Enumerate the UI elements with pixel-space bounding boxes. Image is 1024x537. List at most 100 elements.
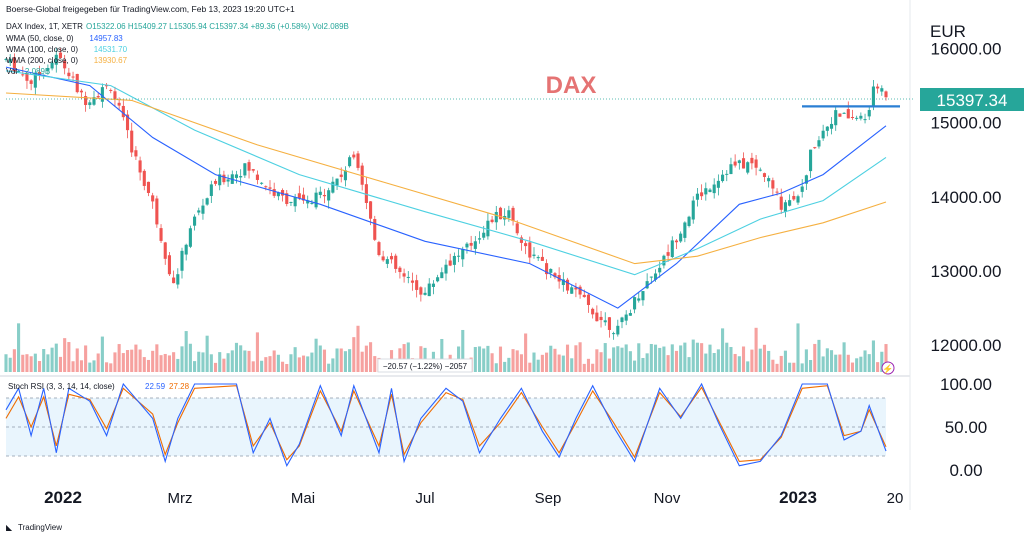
candle-body[interactable] [281,190,285,196]
candle-body[interactable] [138,160,142,173]
candle-body[interactable] [633,297,637,310]
candle-body[interactable] [574,287,578,290]
candle-body[interactable] [314,192,318,208]
candle-body[interactable] [846,109,850,119]
candle-body[interactable] [876,86,880,89]
candle-body[interactable] [113,91,117,100]
candle-body[interactable] [536,257,540,259]
candle-body[interactable] [666,252,670,256]
candle-body[interactable] [234,174,239,178]
candle-body[interactable] [142,170,146,186]
candle-body[interactable] [197,210,201,213]
candle-body[interactable] [79,90,83,93]
candle-body[interactable] [716,180,720,188]
candle-body[interactable] [607,317,611,330]
candle-body[interactable] [758,169,762,171]
candle-body[interactable] [352,154,356,158]
candle-body[interactable] [159,228,163,241]
candle-body[interactable] [457,255,461,257]
candle-body[interactable] [293,197,297,207]
candle-body[interactable] [67,72,71,77]
candle-body[interactable] [737,160,741,164]
candle-body[interactable] [285,193,289,204]
candle-body[interactable] [838,113,842,117]
candle-body[interactable] [884,91,888,98]
candle-body[interactable] [8,58,12,63]
candle-body[interactable] [222,174,226,183]
candle-body[interactable] [700,192,704,197]
candle-body[interactable] [725,173,729,175]
candle-body[interactable] [440,272,444,279]
candle-body[interactable] [788,200,792,206]
candle-body[interactable] [155,198,159,225]
candle-body[interactable] [674,240,679,243]
candle-body[interactable] [364,184,368,203]
candle-body[interactable] [209,184,213,196]
candle-body[interactable] [306,200,310,204]
candle-body[interactable] [163,242,167,259]
candle-body[interactable] [105,85,109,87]
candle-body[interactable] [394,255,398,269]
candle-body[interactable] [708,189,712,193]
candle-body[interactable] [322,195,327,197]
candle-body[interactable] [821,130,825,139]
candle-body[interactable] [519,237,523,243]
price-tick-label[interactable]: 15000.00 [931,114,1002,133]
candle-body[interactable] [850,116,855,118]
legend-label[interactable]: WMA (200, close, 0) [6,56,78,65]
time-tick-label[interactable]: Jul [415,490,434,507]
candle-body[interactable] [264,186,268,188]
price-tick-label[interactable]: 16000.00 [931,40,1002,59]
candle-body[interactable] [679,233,683,242]
candle-body[interactable] [92,97,96,105]
candle-body[interactable] [63,60,67,69]
candle-body[interactable] [452,255,456,265]
candle-body[interactable] [29,80,33,84]
candle-body[interactable] [436,277,440,282]
price-tick-label[interactable]: 12000.00 [931,336,1002,355]
symbol-label[interactable]: DAX Index, 1T, XETR [6,22,83,31]
candle-body[interactable] [289,201,293,203]
candle-body[interactable] [193,216,197,226]
price-tick-label[interactable]: 13000.00 [931,262,1002,281]
candle-body[interactable] [84,96,88,105]
candle-body[interactable] [482,232,486,238]
stoch-tick-label[interactable]: 0.00 [949,461,982,480]
candle-body[interactable] [109,89,113,91]
candle-body[interactable] [473,241,477,249]
candle-body[interactable] [834,110,838,126]
candle-body[interactable] [327,190,331,201]
legend-label[interactable]: Vol [6,67,17,76]
candle-body[interactable] [762,173,767,177]
candle-body[interactable] [842,112,846,114]
candle-body[interactable] [96,96,100,98]
candle-body[interactable] [71,76,75,78]
candlesticks[interactable] [4,47,888,340]
candle-body[interactable] [360,165,364,185]
candle-body[interactable] [641,291,645,301]
candle-body[interactable] [339,174,343,177]
candle-body[interactable] [88,102,92,106]
candle-body[interactable] [255,174,259,180]
candle-body[interactable] [578,286,582,295]
candle-body[interactable] [218,174,222,186]
candle-body[interactable] [532,254,536,256]
time-tick-label[interactable]: 20 [887,490,904,507]
candle-body[interactable] [117,102,121,106]
candle-body[interactable] [628,313,632,316]
lightning-icon[interactable] [881,361,895,375]
candle-body[interactable] [125,114,130,131]
candle-body[interactable] [410,280,415,283]
time-tick-label[interactable]: Sep [535,490,562,507]
candle-body[interactable] [796,196,800,203]
candle-body[interactable] [448,260,452,266]
candle-body[interactable] [406,276,410,278]
candle-body[interactable] [783,202,787,213]
candle-body[interactable] [880,88,884,92]
candle-body[interactable] [134,150,138,157]
candle-body[interactable] [746,162,750,173]
candle-body[interactable] [465,243,469,248]
candle-body[interactable] [507,210,511,218]
candle-body[interactable] [825,126,829,131]
